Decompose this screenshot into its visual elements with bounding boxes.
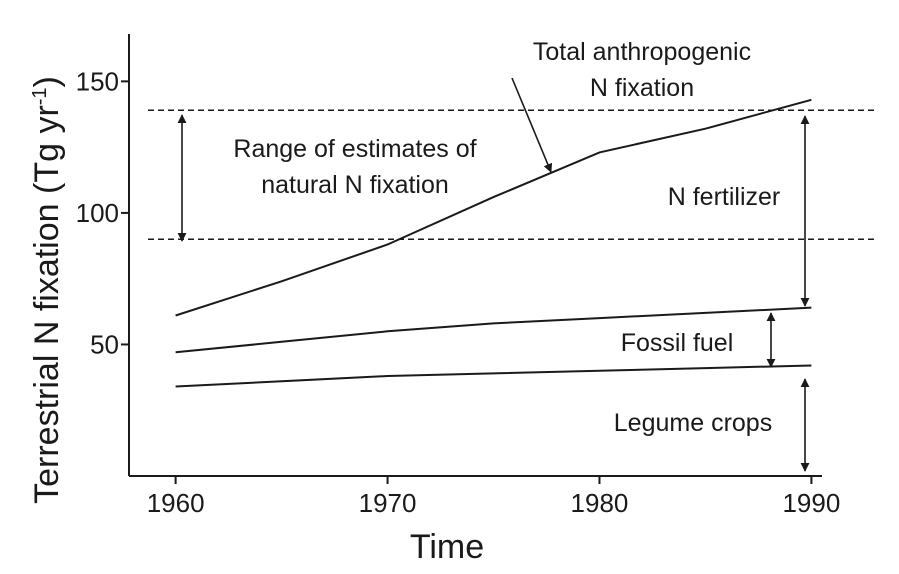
fossil-fuel-line [175, 306, 812, 354]
annotation-range-line2: natural N fixation [261, 171, 449, 199]
annotation-total-line2: N fixation [590, 74, 694, 102]
annotation-fossil-fuel: Fossil fuel [621, 329, 734, 357]
annotation-range-line1: Range of estimates of [233, 135, 476, 163]
tick-labels: 1960 1970 1980 1990 50 100 150 [76, 66, 841, 518]
x-tick-label-1960: 1960 [147, 488, 205, 518]
annotation-total-line1: Total anthropogenic [533, 38, 751, 66]
y-axis-label-main: Terrestrial N fixation (Tg yr [28, 105, 66, 504]
annotation-legume-crops: Legume crops [614, 409, 772, 437]
series-lines [175, 98, 812, 388]
y-tick-label-100: 100 [76, 198, 119, 228]
reference-lines [148, 109, 878, 240]
y-axis-label-superscript: -1 [29, 87, 51, 105]
y-axis-label: Terrestrial N fixation (Tg yr-1) [28, 76, 66, 504]
total-pointer-arrow [511, 77, 553, 173]
annotation-arrows [177, 77, 810, 472]
x-tick-label-1980: 1980 [571, 488, 629, 518]
annotation-fertilizer: N fertilizer [668, 183, 781, 211]
x-tick-label-1970: 1970 [359, 488, 417, 518]
x-tick-label-1990: 1990 [782, 488, 840, 518]
legume-crops-line [175, 364, 812, 388]
y-tick-label-150: 150 [76, 66, 119, 96]
total-anthropogenic-line [175, 98, 812, 317]
x-axis-label: Time [410, 528, 484, 566]
y-tick-label-50: 50 [90, 329, 119, 359]
tick-marks [121, 80, 813, 484]
y-axis-label-close: ) [28, 76, 66, 87]
